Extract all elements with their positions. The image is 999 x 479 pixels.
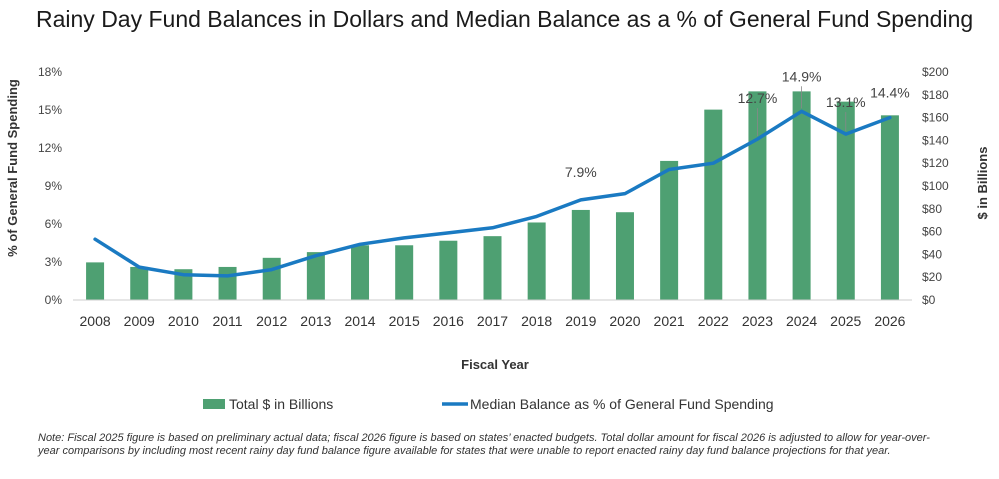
x-tick-label-2013: 2013 — [300, 313, 331, 329]
chart-title: Rainy Day Fund Balances in Dollars and M… — [36, 6, 974, 32]
bar-2019 — [571, 209, 590, 300]
bar-2009 — [130, 266, 149, 300]
x-tick-label-2014: 2014 — [344, 313, 375, 329]
bar-series — [86, 91, 899, 301]
bar-2015 — [395, 245, 414, 300]
y-right-tick-label: $100 — [922, 179, 949, 193]
y-right-tick-label: $140 — [922, 133, 949, 147]
x-tick-label-2015: 2015 — [389, 313, 420, 329]
x-tick-label-2020: 2020 — [609, 313, 640, 329]
y-right-tick-label: $0 — [922, 293, 936, 307]
x-tick-label-2008: 2008 — [80, 313, 111, 329]
x-tick-label-2024: 2024 — [786, 313, 817, 329]
y-right-tick-label: $20 — [922, 270, 942, 284]
bar-2018 — [527, 222, 546, 300]
data-label-2019: 7.9% — [565, 164, 597, 180]
y-left-tick-label: 18% — [38, 65, 62, 79]
bar-2008 — [86, 262, 105, 300]
x-tick-label-2016: 2016 — [433, 313, 464, 329]
bar-2012 — [262, 257, 281, 300]
y-right-tick-label: $80 — [922, 202, 942, 216]
x-axis: 2008 2009 2010 2011 2012 2013 2014 2015 2016 2017… — [80, 313, 906, 329]
data-labels: 7.9% 12.7%14.9%13.1%14.4% — [565, 68, 910, 180]
y-left-tick-label: 9% — [45, 179, 63, 193]
y-left-tick-label: 15% — [38, 103, 62, 117]
line-series — [93, 109, 892, 278]
bar-2024 — [792, 91, 811, 300]
y-right-tick-label: $60 — [922, 225, 942, 239]
x-tick-label-2017: 2017 — [477, 313, 508, 329]
x-tick-label-2025: 2025 — [830, 313, 861, 329]
bar-2017 — [483, 236, 502, 300]
bar-2016 — [439, 240, 458, 300]
bar-2014 — [351, 245, 370, 300]
y-right-tick-label: $180 — [922, 88, 949, 102]
bar-2021 — [660, 160, 679, 300]
legend-line-label: Median Balance as % of General Fund Spen… — [470, 396, 774, 412]
legend-bar-label: Total $ in Billions — [229, 396, 333, 412]
x-tick-label-2009: 2009 — [124, 313, 155, 329]
y-right-tick-label: $40 — [922, 247, 942, 261]
data-label-2026: 14.4% — [870, 85, 910, 101]
data-label-2024: 14.9% — [782, 68, 822, 84]
bar-2026 — [880, 115, 899, 300]
bar-2023 — [748, 91, 767, 300]
x-tick-label-2023: 2023 — [742, 313, 773, 329]
bar-2025 — [836, 101, 855, 300]
y-left-tick-label: 12% — [38, 141, 62, 155]
y-left-tick-label: 3% — [45, 255, 63, 269]
bar-2022 — [704, 109, 723, 301]
data-label-2025: 13.1% — [826, 94, 866, 110]
legend: Total $ in Billions Median Balance as % … — [203, 396, 774, 412]
y-right-axis: $0 $20 $40 $60 $80 $100 $120 $140 $160 $180 $200 — [922, 65, 949, 307]
chart-area: 7.9% 12.7%14.9%13.1%14.4% 0% 3% 6% 9% 12% 15% 1… — [5, 65, 990, 412]
bar-2010 — [174, 269, 193, 300]
x-tick-label-2010: 2010 — [168, 313, 199, 329]
bar-2020 — [615, 212, 634, 300]
x-tick-label-2026: 2026 — [874, 313, 905, 329]
y-right-axis-title: $ in Billions — [975, 147, 990, 220]
x-tick-label-2019: 2019 — [565, 313, 596, 329]
x-tick-label-2012: 2012 — [256, 313, 287, 329]
x-tick-label-2021: 2021 — [654, 313, 685, 329]
y-left-tick-label: 0% — [45, 293, 63, 307]
y-left-axis: 0% 3% 6% 9% 12% 15% 18% — [38, 65, 62, 307]
y-left-tick-label: 6% — [45, 217, 63, 231]
bar-2013 — [306, 252, 325, 300]
bar-2011 — [218, 266, 237, 300]
leader-lines — [757, 86, 847, 137]
y-right-tick-label: $200 — [922, 65, 949, 79]
x-tick-label-2022: 2022 — [698, 313, 729, 329]
data-label-2023: 12.7% — [738, 90, 778, 106]
footnote: Note: Fiscal 2025 figure is based on pre… — [38, 432, 930, 457]
y-right-tick-label: $160 — [922, 111, 949, 125]
y-right-tick-label: $120 — [922, 156, 949, 170]
y-left-axis-title: % of General Fund Spending — [5, 79, 20, 257]
legend-bar-swatch — [203, 399, 225, 409]
x-tick-label-2018: 2018 — [521, 313, 552, 329]
x-tick-label-2011: 2011 — [212, 313, 242, 329]
x-axis-title: Fiscal Year — [461, 357, 529, 372]
